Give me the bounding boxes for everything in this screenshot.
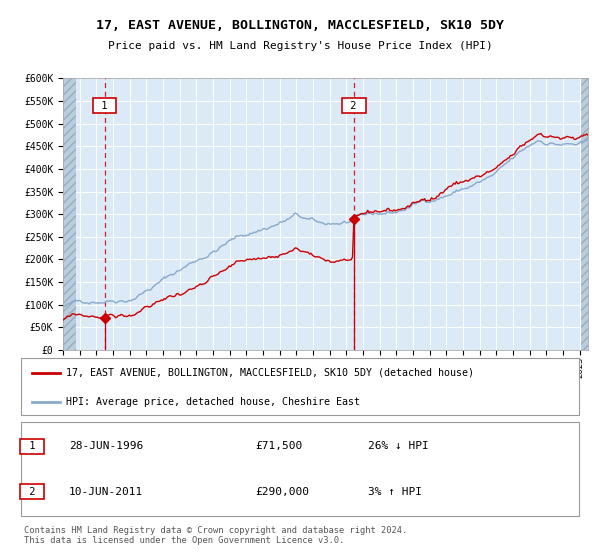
Text: 17, EAST AVENUE, BOLLINGTON, MACCLESFIELD, SK10 5DY: 17, EAST AVENUE, BOLLINGTON, MACCLESFIEL…: [96, 18, 504, 32]
FancyBboxPatch shape: [21, 358, 579, 415]
Text: £290,000: £290,000: [255, 487, 309, 497]
FancyBboxPatch shape: [21, 422, 579, 516]
Text: 26% ↓ HPI: 26% ↓ HPI: [368, 441, 428, 451]
Text: Price paid vs. HM Land Registry's House Price Index (HPI): Price paid vs. HM Land Registry's House …: [107, 41, 493, 51]
Text: 2: 2: [344, 101, 363, 110]
Text: 17, EAST AVENUE, BOLLINGTON, MACCLESFIELD, SK10 5DY (detached house): 17, EAST AVENUE, BOLLINGTON, MACCLESFIEL…: [66, 368, 474, 378]
Text: HPI: Average price, detached house, Cheshire East: HPI: Average price, detached house, Ches…: [66, 397, 360, 407]
Text: Contains HM Land Registry data © Crown copyright and database right 2024.
This d: Contains HM Land Registry data © Crown c…: [23, 526, 407, 545]
Text: 3% ↑ HPI: 3% ↑ HPI: [368, 487, 422, 497]
Text: 28-JUN-1996: 28-JUN-1996: [69, 441, 143, 451]
Text: 10-JUN-2011: 10-JUN-2011: [69, 487, 143, 497]
Polygon shape: [63, 78, 76, 350]
Text: 1: 1: [95, 101, 114, 110]
Text: 1: 1: [23, 441, 41, 451]
Text: £71,500: £71,500: [255, 441, 302, 451]
Polygon shape: [581, 78, 588, 350]
Text: 2: 2: [23, 487, 41, 497]
